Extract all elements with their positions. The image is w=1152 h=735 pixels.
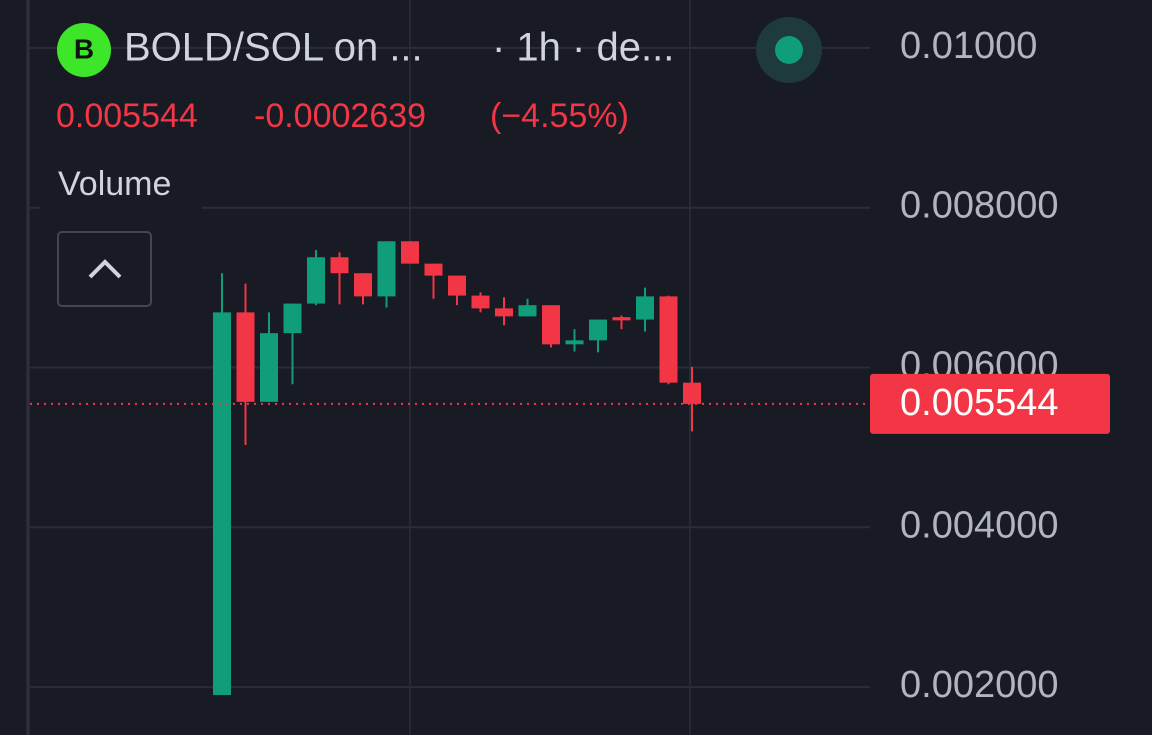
candle-body: [565, 340, 584, 345]
candle-body: [659, 296, 678, 383]
candle-body: [471, 295, 490, 309]
candle-body: [260, 333, 278, 402]
candle-body: [236, 312, 255, 402]
status-dot: [775, 36, 803, 64]
legend-bg: [40, 160, 202, 210]
candle-body: [495, 308, 513, 317]
candle-body: [330, 257, 349, 274]
chart-subtitle: · 1h · de...: [492, 26, 674, 70]
candle-body: [683, 382, 701, 404]
logo-text: B: [74, 33, 94, 64]
y-tick-label: 0.002000: [900, 664, 1059, 706]
candle-body: [401, 241, 419, 264]
candle-body: [518, 305, 537, 317]
candle-body: [354, 273, 372, 297]
chart-title: BOLD/SOL on ...: [124, 26, 423, 70]
last-price: 0.005544: [56, 97, 198, 135]
candle-body: [213, 312, 231, 696]
candle-body: [307, 257, 325, 304]
last-price-tag: [870, 373, 1110, 434]
y-tick-label: 0.008000: [900, 185, 1059, 227]
change: -0.0002639: [254, 97, 426, 135]
candle-body: [636, 296, 654, 320]
indicator-label: Volume: [58, 165, 171, 203]
y-tick-label: 0.004000: [900, 504, 1059, 546]
y-tick-label: 0.01000: [900, 25, 1037, 67]
candle-body: [377, 241, 396, 297]
candle-body: [612, 317, 631, 321]
change-pct: (−4.55%): [490, 97, 629, 135]
candle-body: [542, 305, 560, 345]
candle-body: [448, 275, 466, 296]
chevron-up: [88, 259, 122, 279]
logo: [57, 23, 111, 77]
collapse-button[interactable]: [57, 231, 152, 307]
candle-body: [424, 263, 443, 276]
last-price-tag-label: 0.005544: [900, 382, 1059, 424]
candle-body: [589, 319, 607, 341]
candle-body: [283, 303, 302, 334]
